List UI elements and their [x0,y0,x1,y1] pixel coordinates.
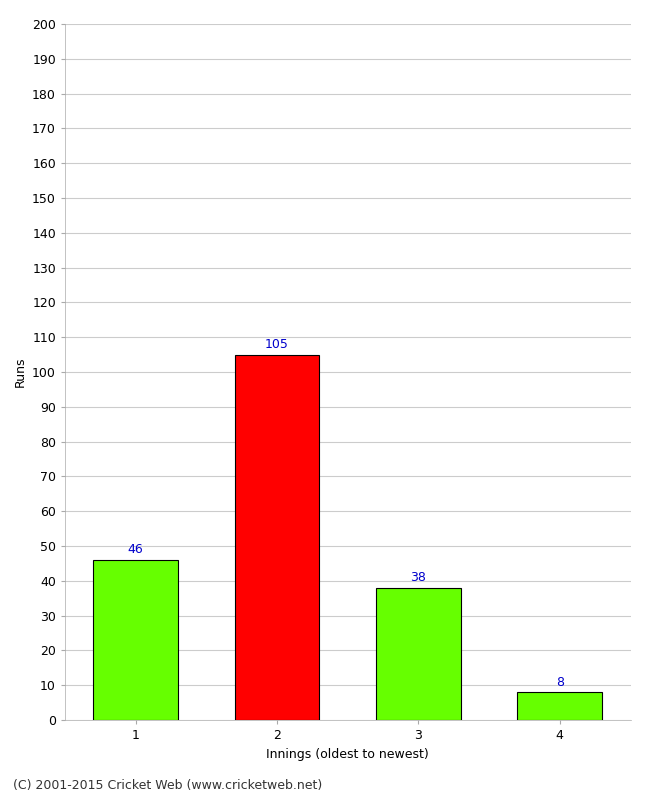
Bar [376,588,461,720]
Bar [235,354,319,720]
Text: 105: 105 [265,338,289,351]
X-axis label: Innings (oldest to newest): Innings (oldest to newest) [266,747,429,761]
Text: 8: 8 [556,676,564,689]
Y-axis label: Runs: Runs [14,357,27,387]
Text: 46: 46 [128,543,144,557]
Text: 38: 38 [411,571,426,584]
Text: (C) 2001-2015 Cricket Web (www.cricketweb.net): (C) 2001-2015 Cricket Web (www.cricketwe… [13,779,322,792]
Bar [517,692,603,720]
Bar [94,560,178,720]
